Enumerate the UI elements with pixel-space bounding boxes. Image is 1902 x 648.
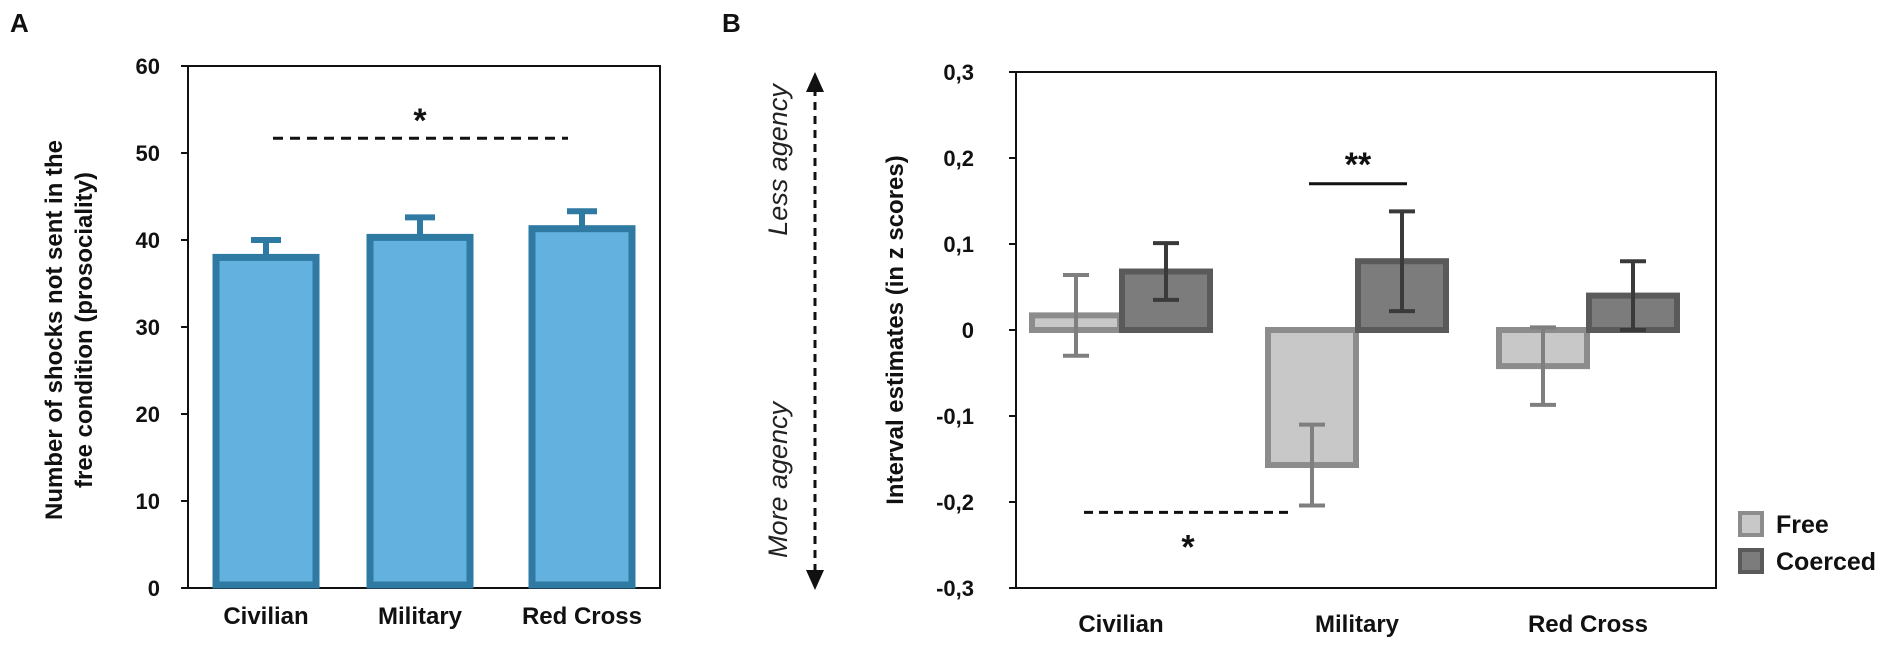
legend-label-coerced: Coerced (1776, 548, 1876, 576)
panel-a-ytick-label: 30 (136, 315, 160, 340)
panel-b-plot: -0,3 -0,2 -0,1 0 0,1 0,2 0,3 Civilian Military Re… (806, 60, 1876, 638)
panel-a-plot: 0 10 20 30 40 50 60 Civilian Military Red Cross * (136, 54, 661, 630)
legend-swatch-coerced (1738, 548, 1764, 574)
panel-a-category-label: Civilian (223, 603, 308, 630)
panel-a-significance-star: * (413, 102, 427, 140)
panel-a-bar (528, 225, 636, 589)
panel-b-ytick-label: -0,1 (936, 404, 974, 429)
panel-a-ytick-label: 40 (136, 228, 160, 253)
panel-a-bar (212, 253, 320, 589)
panel-a-ylabel-line2: free condition (prosociality) (71, 172, 98, 488)
panel-a-ylabel-line1: Number of shocks not sent in the (41, 140, 68, 520)
panel-b-category-label: Red Cross (1528, 611, 1648, 638)
panel-b-category-label: Civilian (1078, 611, 1163, 638)
panel-b-ytick-label: 0,2 (943, 146, 974, 171)
panel-b-category-label: Military (1315, 611, 1400, 638)
panel-a-ytick-label: 50 (136, 141, 160, 166)
panel-a-label: A (10, 8, 29, 38)
panel-b-ytick-label: -0,2 (936, 490, 974, 515)
panel-a-ytick-label: 60 (136, 54, 160, 79)
panel-b-ytick-label: 0,1 (943, 232, 974, 257)
panel-b-ytick-label: 0 (962, 318, 974, 343)
panel-b-ytick-label: 0,3 (943, 60, 974, 85)
panel-a-category-label: Red Cross (522, 603, 642, 630)
agency-arrow-up-head (806, 72, 824, 92)
less-agency-label: Less agency (763, 83, 793, 236)
more-agency-label: More agency (763, 400, 793, 558)
panel-b-significance-stars: ** (1345, 146, 1372, 184)
panel-a-bar (366, 233, 474, 589)
panel-b-ylabel: Interval estimates (in z scores) (882, 155, 909, 504)
panel-a-ytick-label: 0 (148, 576, 160, 601)
panel-b-label: B (722, 8, 741, 38)
legend-label-free: Free (1776, 511, 1829, 539)
panel-b-ytick-label: -0,3 (936, 576, 974, 601)
panel-a-ytick-label: 10 (136, 489, 160, 514)
legend-swatch-free (1738, 511, 1764, 537)
panel-a-category-label: Military (378, 603, 463, 630)
agency-arrow-down-head (806, 570, 824, 590)
panel-b-significance-star: * (1181, 528, 1195, 566)
panel-a-ytick-label: 20 (136, 402, 160, 427)
